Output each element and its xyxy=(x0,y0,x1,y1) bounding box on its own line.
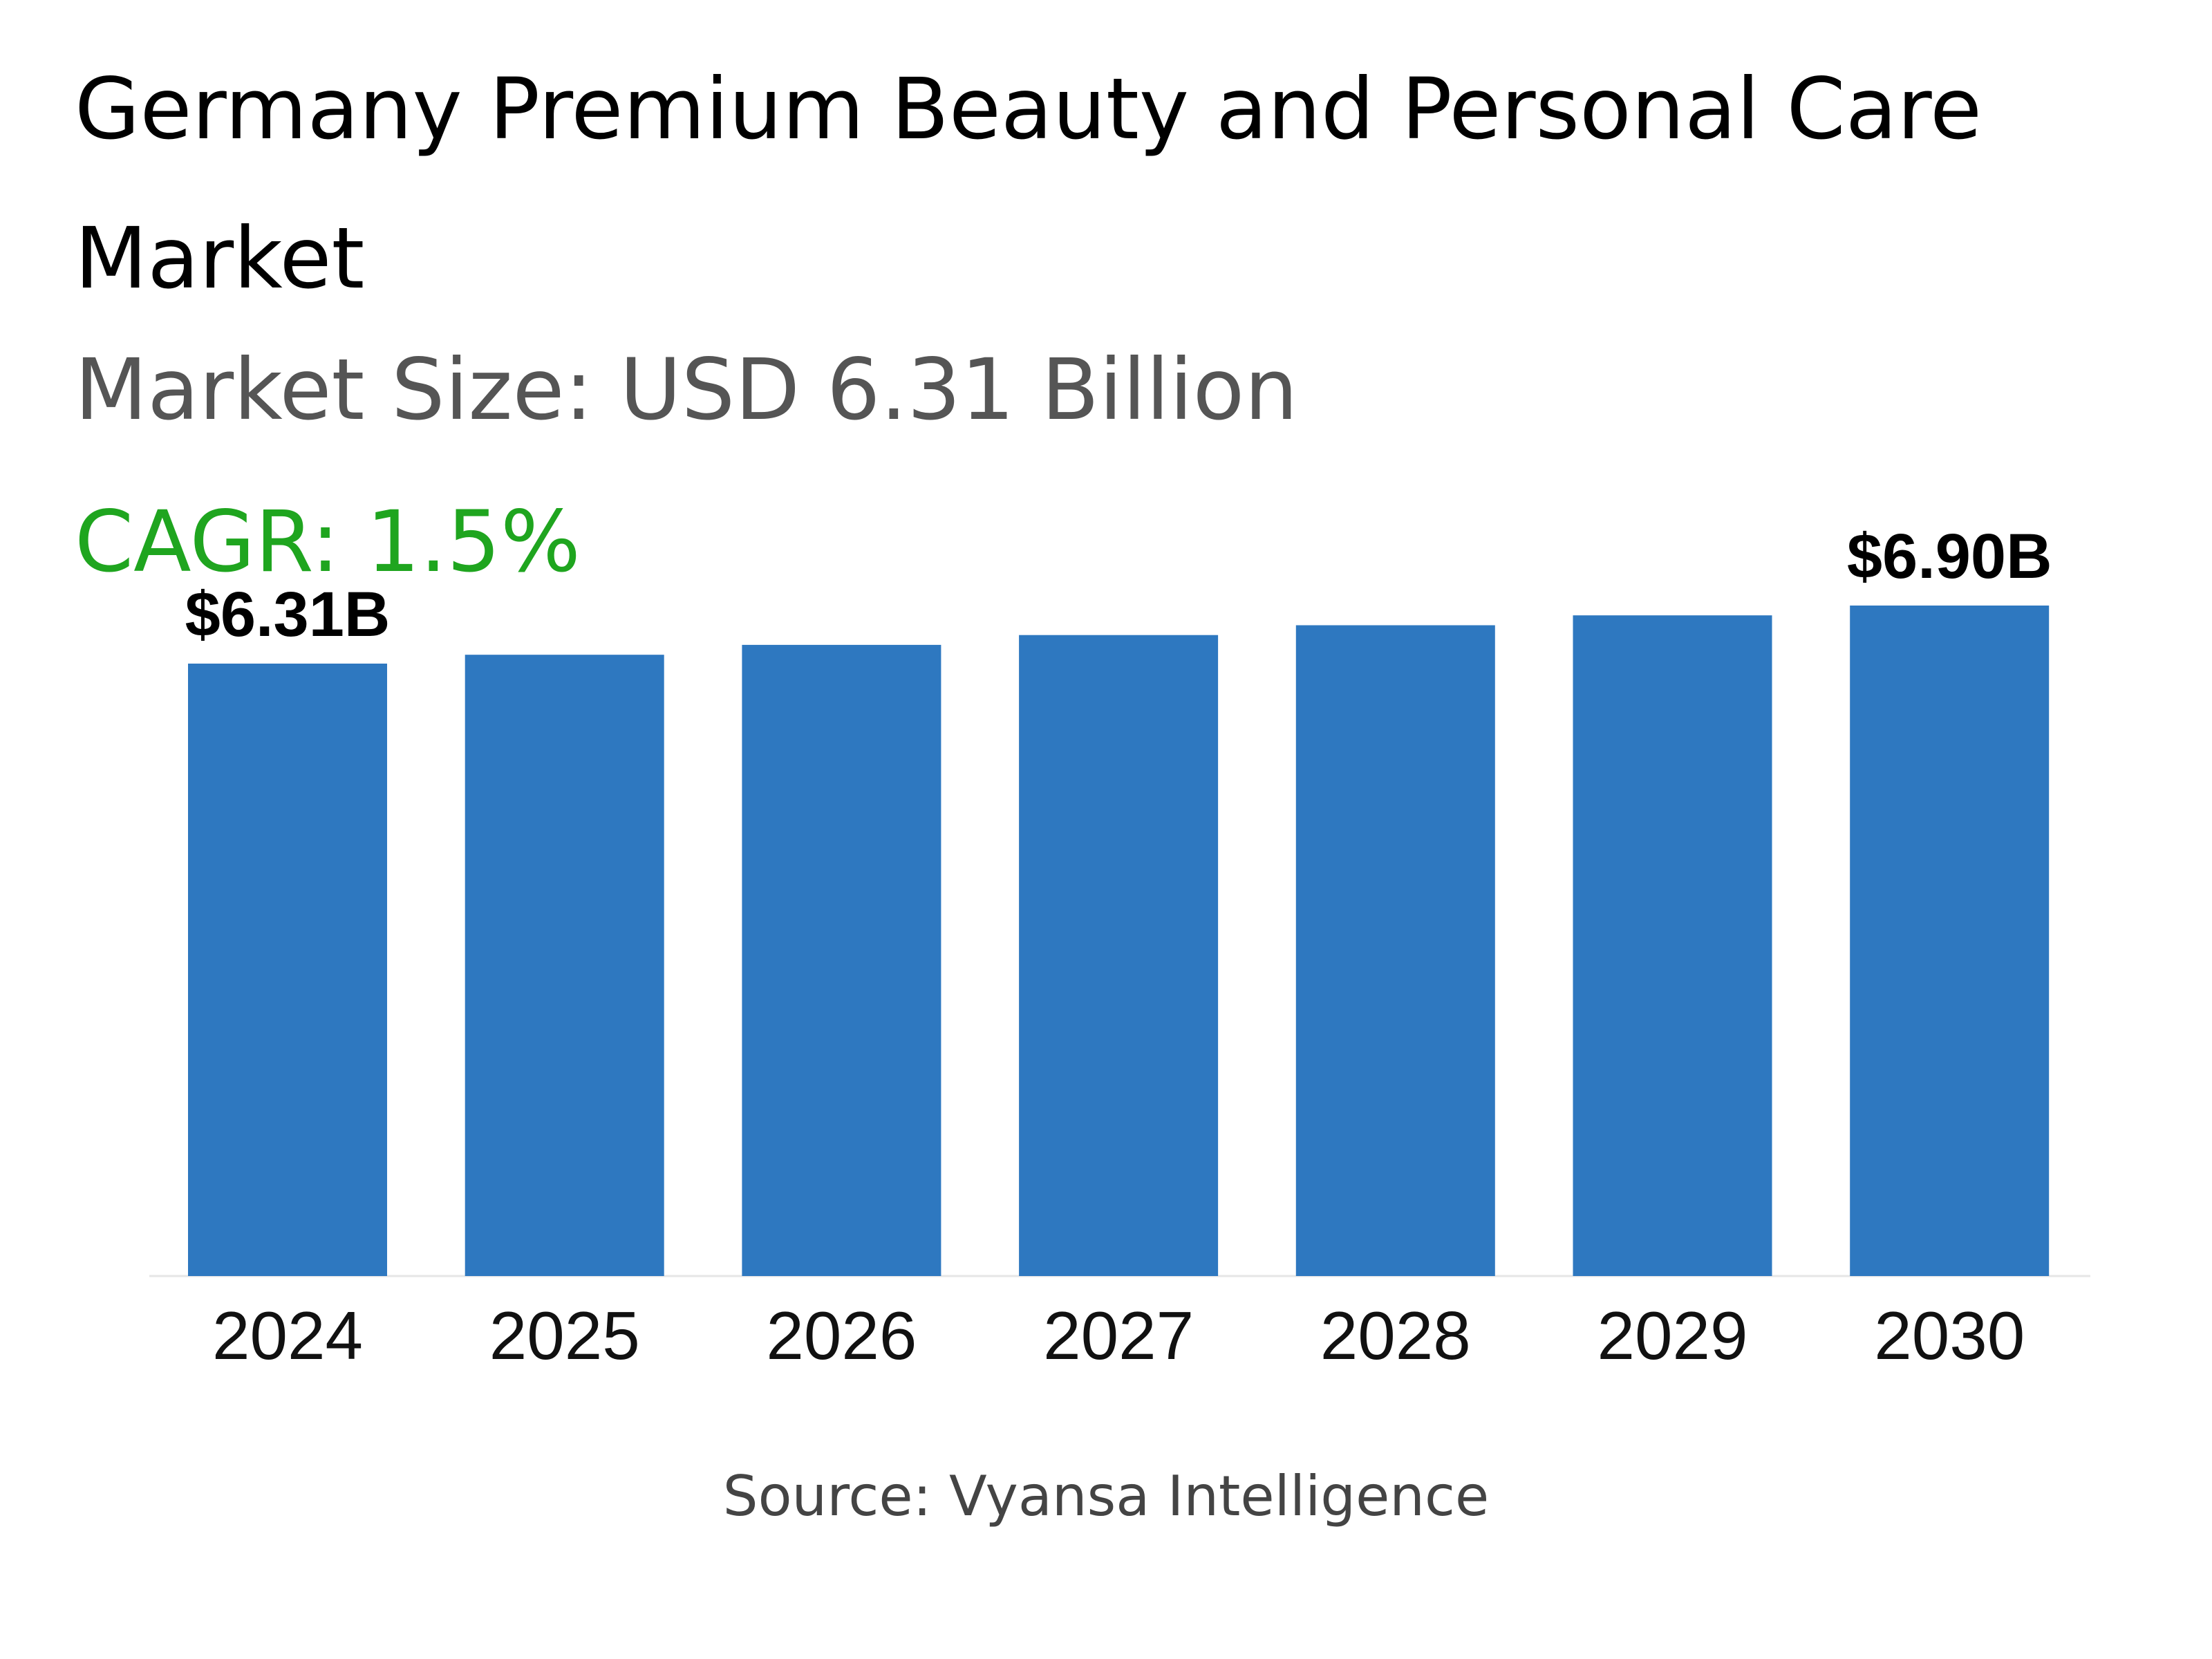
bar-2026 xyxy=(742,644,941,1276)
x-tick-label: 2025 xyxy=(489,1297,640,1374)
data-label-2030: $6.90B xyxy=(1847,521,2052,592)
x-tick-label: 2030 xyxy=(1874,1297,2025,1374)
cagr-text: CAGR: 1.5% xyxy=(75,493,581,591)
bar-2025 xyxy=(465,655,664,1276)
x-tick-labels: 2024 2025 2026 2027 2028 2029 2030 xyxy=(212,1297,2025,1374)
source-text: Source: Vyansa Intelligence xyxy=(722,1464,1490,1528)
chart-title: Germany Premium Beauty and Personal Care… xyxy=(75,60,1982,308)
x-tick-label: 2027 xyxy=(1043,1297,1194,1374)
bar-2028 xyxy=(1295,625,1495,1276)
data-labels: $6.31B $6.90B xyxy=(185,521,2052,650)
x-tick-label: 2029 xyxy=(1597,1297,1747,1374)
bar-2030 xyxy=(1850,606,2050,1276)
data-label-2024: $6.31B xyxy=(185,579,391,650)
bar-2027 xyxy=(1019,635,1219,1276)
bar-2024 xyxy=(188,664,387,1276)
market-size-text: Market Size: USD 6.31 Billion xyxy=(75,341,1298,439)
x-tick-label: 2028 xyxy=(1320,1297,1471,1374)
x-tick-label: 2024 xyxy=(212,1297,363,1374)
x-tick-label: 2026 xyxy=(766,1297,917,1374)
bar-2029 xyxy=(1573,615,1772,1276)
bars-group xyxy=(188,606,2050,1276)
